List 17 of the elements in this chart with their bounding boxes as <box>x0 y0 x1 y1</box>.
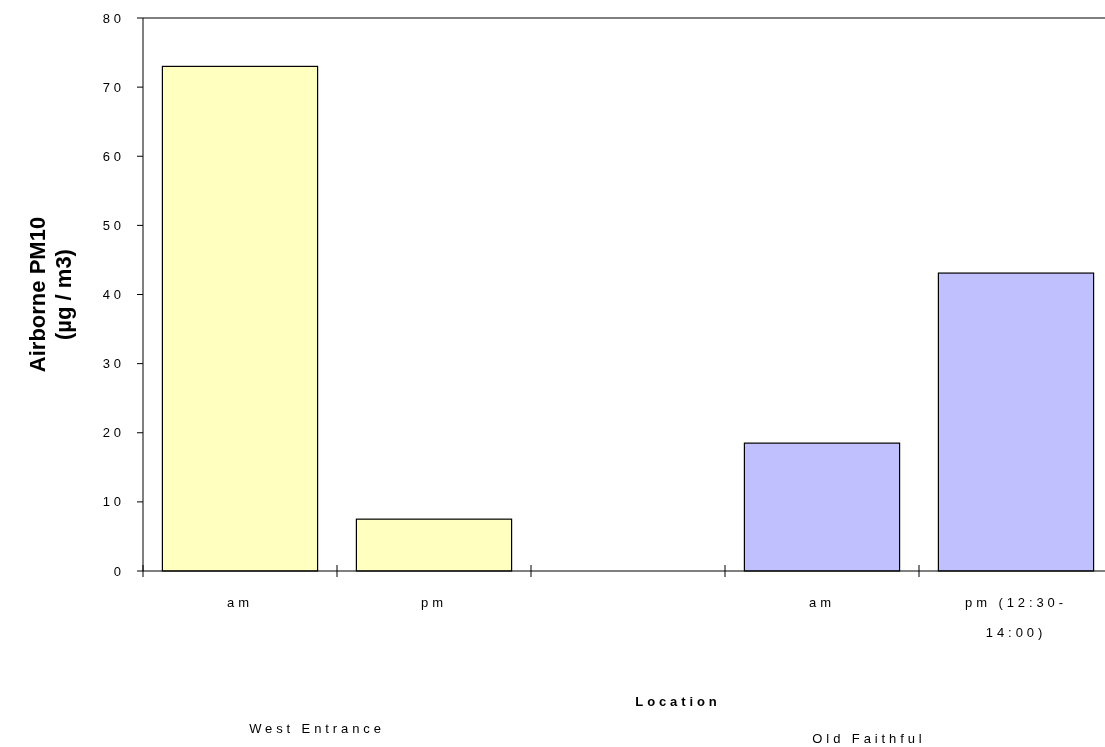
y-axis-title: Airborne PM10 (µg / m3) <box>25 216 76 373</box>
y-tick-label: 70 <box>102 79 125 95</box>
y-tick-label: 80 <box>102 10 125 26</box>
y-tick-label: 50 <box>102 217 125 233</box>
y-tick-label: 20 <box>102 425 125 441</box>
text: Old Faithful <box>812 731 926 746</box>
x-tick-label: am <box>809 595 835 610</box>
y-tick-label: 10 <box>102 494 125 510</box>
x-tick-label: pm (12:30-14:00) <box>965 595 1067 640</box>
y-tick-label: 40 <box>102 287 125 303</box>
x-tick-label: am <box>227 595 253 610</box>
y-tick-label: 60 <box>102 148 125 164</box>
y-tick-label: 0 <box>113 563 125 579</box>
x-axis-title: Location <box>635 694 721 709</box>
x-tick-label: pm <box>421 595 447 610</box>
y-tick-label: 30 <box>102 356 125 372</box>
text: West Entrance <box>249 721 385 736</box>
